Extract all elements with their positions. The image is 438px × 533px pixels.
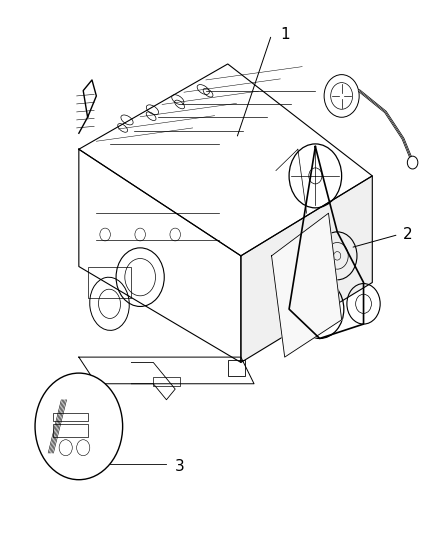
Circle shape [407,156,418,169]
Bar [88,266,131,298]
Bar [153,377,180,386]
Text: 3: 3 [175,459,185,474]
Polygon shape [241,176,372,362]
Text: 1: 1 [280,27,290,42]
Polygon shape [79,149,241,362]
Polygon shape [79,357,254,384]
Bar [228,360,245,376]
Text: 2: 2 [403,227,413,242]
Circle shape [35,373,123,480]
Polygon shape [79,64,372,256]
Bar [53,424,88,437]
Polygon shape [272,213,342,357]
Bar [53,413,88,421]
